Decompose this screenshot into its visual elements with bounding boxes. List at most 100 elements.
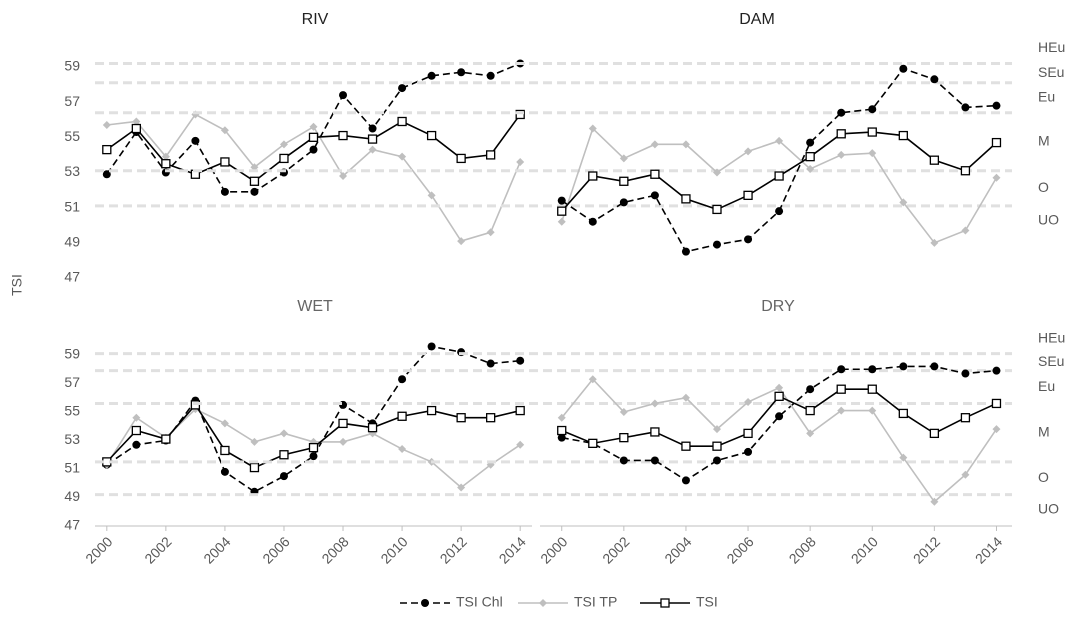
- marker: [427, 342, 436, 351]
- marker: [650, 140, 659, 149]
- marker: [929, 155, 940, 165]
- series-line: [106, 62, 521, 193]
- marker: [619, 176, 629, 186]
- marker: [102, 170, 111, 179]
- marker: [249, 462, 260, 473]
- y-tick-label: 55: [64, 403, 80, 419]
- marker: [250, 187, 259, 196]
- marker: [681, 140, 690, 149]
- marker: [367, 134, 378, 144]
- marker: [249, 176, 260, 186]
- band-label: M: [1038, 423, 1050, 439]
- marker: [898, 408, 908, 419]
- marker: [557, 425, 567, 436]
- marker: [398, 84, 407, 93]
- marker: [930, 497, 939, 506]
- marker: [161, 159, 171, 169]
- marker: [309, 145, 318, 154]
- marker: [713, 240, 721, 249]
- x-tick-label: 2002: [599, 533, 632, 566]
- marker: [338, 130, 348, 141]
- marker: [557, 433, 566, 442]
- x-tick-label: 2000: [537, 533, 570, 566]
- marker: [743, 428, 753, 439]
- marker: [338, 418, 348, 429]
- marker: [486, 228, 495, 237]
- marker: [930, 238, 939, 247]
- marker: [426, 405, 437, 416]
- marker: [775, 207, 784, 216]
- marker: [713, 425, 721, 434]
- marker: [456, 153, 466, 164]
- marker: [279, 472, 288, 481]
- marker: [961, 369, 970, 378]
- marker: [191, 136, 200, 145]
- marker: [868, 149, 877, 158]
- marker: [131, 425, 141, 436]
- marker: [102, 144, 112, 155]
- y-tick-label: 49: [64, 234, 80, 250]
- marker: [960, 166, 971, 176]
- marker: [961, 103, 970, 112]
- marker: [867, 384, 877, 394]
- x-tick-label: 2012: [437, 533, 470, 566]
- marker: [899, 453, 908, 462]
- marker: [650, 399, 659, 408]
- marker: [557, 217, 566, 226]
- marker: [308, 132, 319, 142]
- marker: [588, 438, 598, 449]
- marker: [712, 441, 722, 451]
- marker: [681, 393, 690, 402]
- marker: [650, 456, 659, 465]
- y-tick-label: 59: [64, 58, 80, 74]
- panel-title: DRY: [761, 298, 795, 315]
- band-label: HEu: [1038, 39, 1065, 55]
- x-tick-label: 2000: [82, 533, 115, 566]
- marker: [744, 235, 753, 244]
- marker: [308, 442, 319, 453]
- marker: [806, 385, 815, 394]
- marker: [930, 75, 939, 84]
- x-tick-label: 2012: [910, 533, 943, 566]
- marker: [457, 237, 466, 246]
- marker: [515, 109, 525, 120]
- marker: [991, 137, 1002, 148]
- y-axis-label: TSI: [9, 274, 25, 296]
- legend-label: TSI: [696, 594, 718, 610]
- marker: [837, 108, 846, 117]
- marker: [220, 157, 230, 167]
- marker: [457, 68, 466, 77]
- marker: [456, 413, 466, 423]
- marker: [516, 157, 525, 166]
- marker: [805, 405, 815, 416]
- marker: [557, 413, 566, 422]
- marker: [712, 204, 722, 215]
- marker: [398, 445, 407, 454]
- marker: [339, 437, 348, 446]
- y-tick-label: 49: [64, 488, 80, 504]
- marker: [713, 168, 721, 177]
- marker: [775, 412, 784, 421]
- y-tick-label: 55: [64, 128, 80, 144]
- marker: [588, 217, 597, 226]
- band-label: M: [1038, 132, 1050, 148]
- panel-title: DAM: [739, 11, 775, 28]
- marker: [806, 429, 815, 438]
- marker: [398, 375, 407, 384]
- marker: [486, 150, 496, 160]
- x-tick-label: 2014: [496, 533, 529, 566]
- marker: [836, 384, 846, 394]
- marker: [279, 429, 288, 438]
- marker: [368, 124, 377, 133]
- marker: [220, 419, 229, 428]
- legend-marker: [660, 598, 670, 608]
- marker: [681, 194, 691, 204]
- marker: [279, 140, 288, 149]
- marker: [898, 130, 908, 141]
- marker: [868, 105, 877, 114]
- marker: [681, 247, 690, 256]
- marker: [899, 198, 908, 207]
- marker: [309, 122, 318, 131]
- panel-title: RIV: [302, 11, 329, 28]
- marker: [619, 456, 628, 465]
